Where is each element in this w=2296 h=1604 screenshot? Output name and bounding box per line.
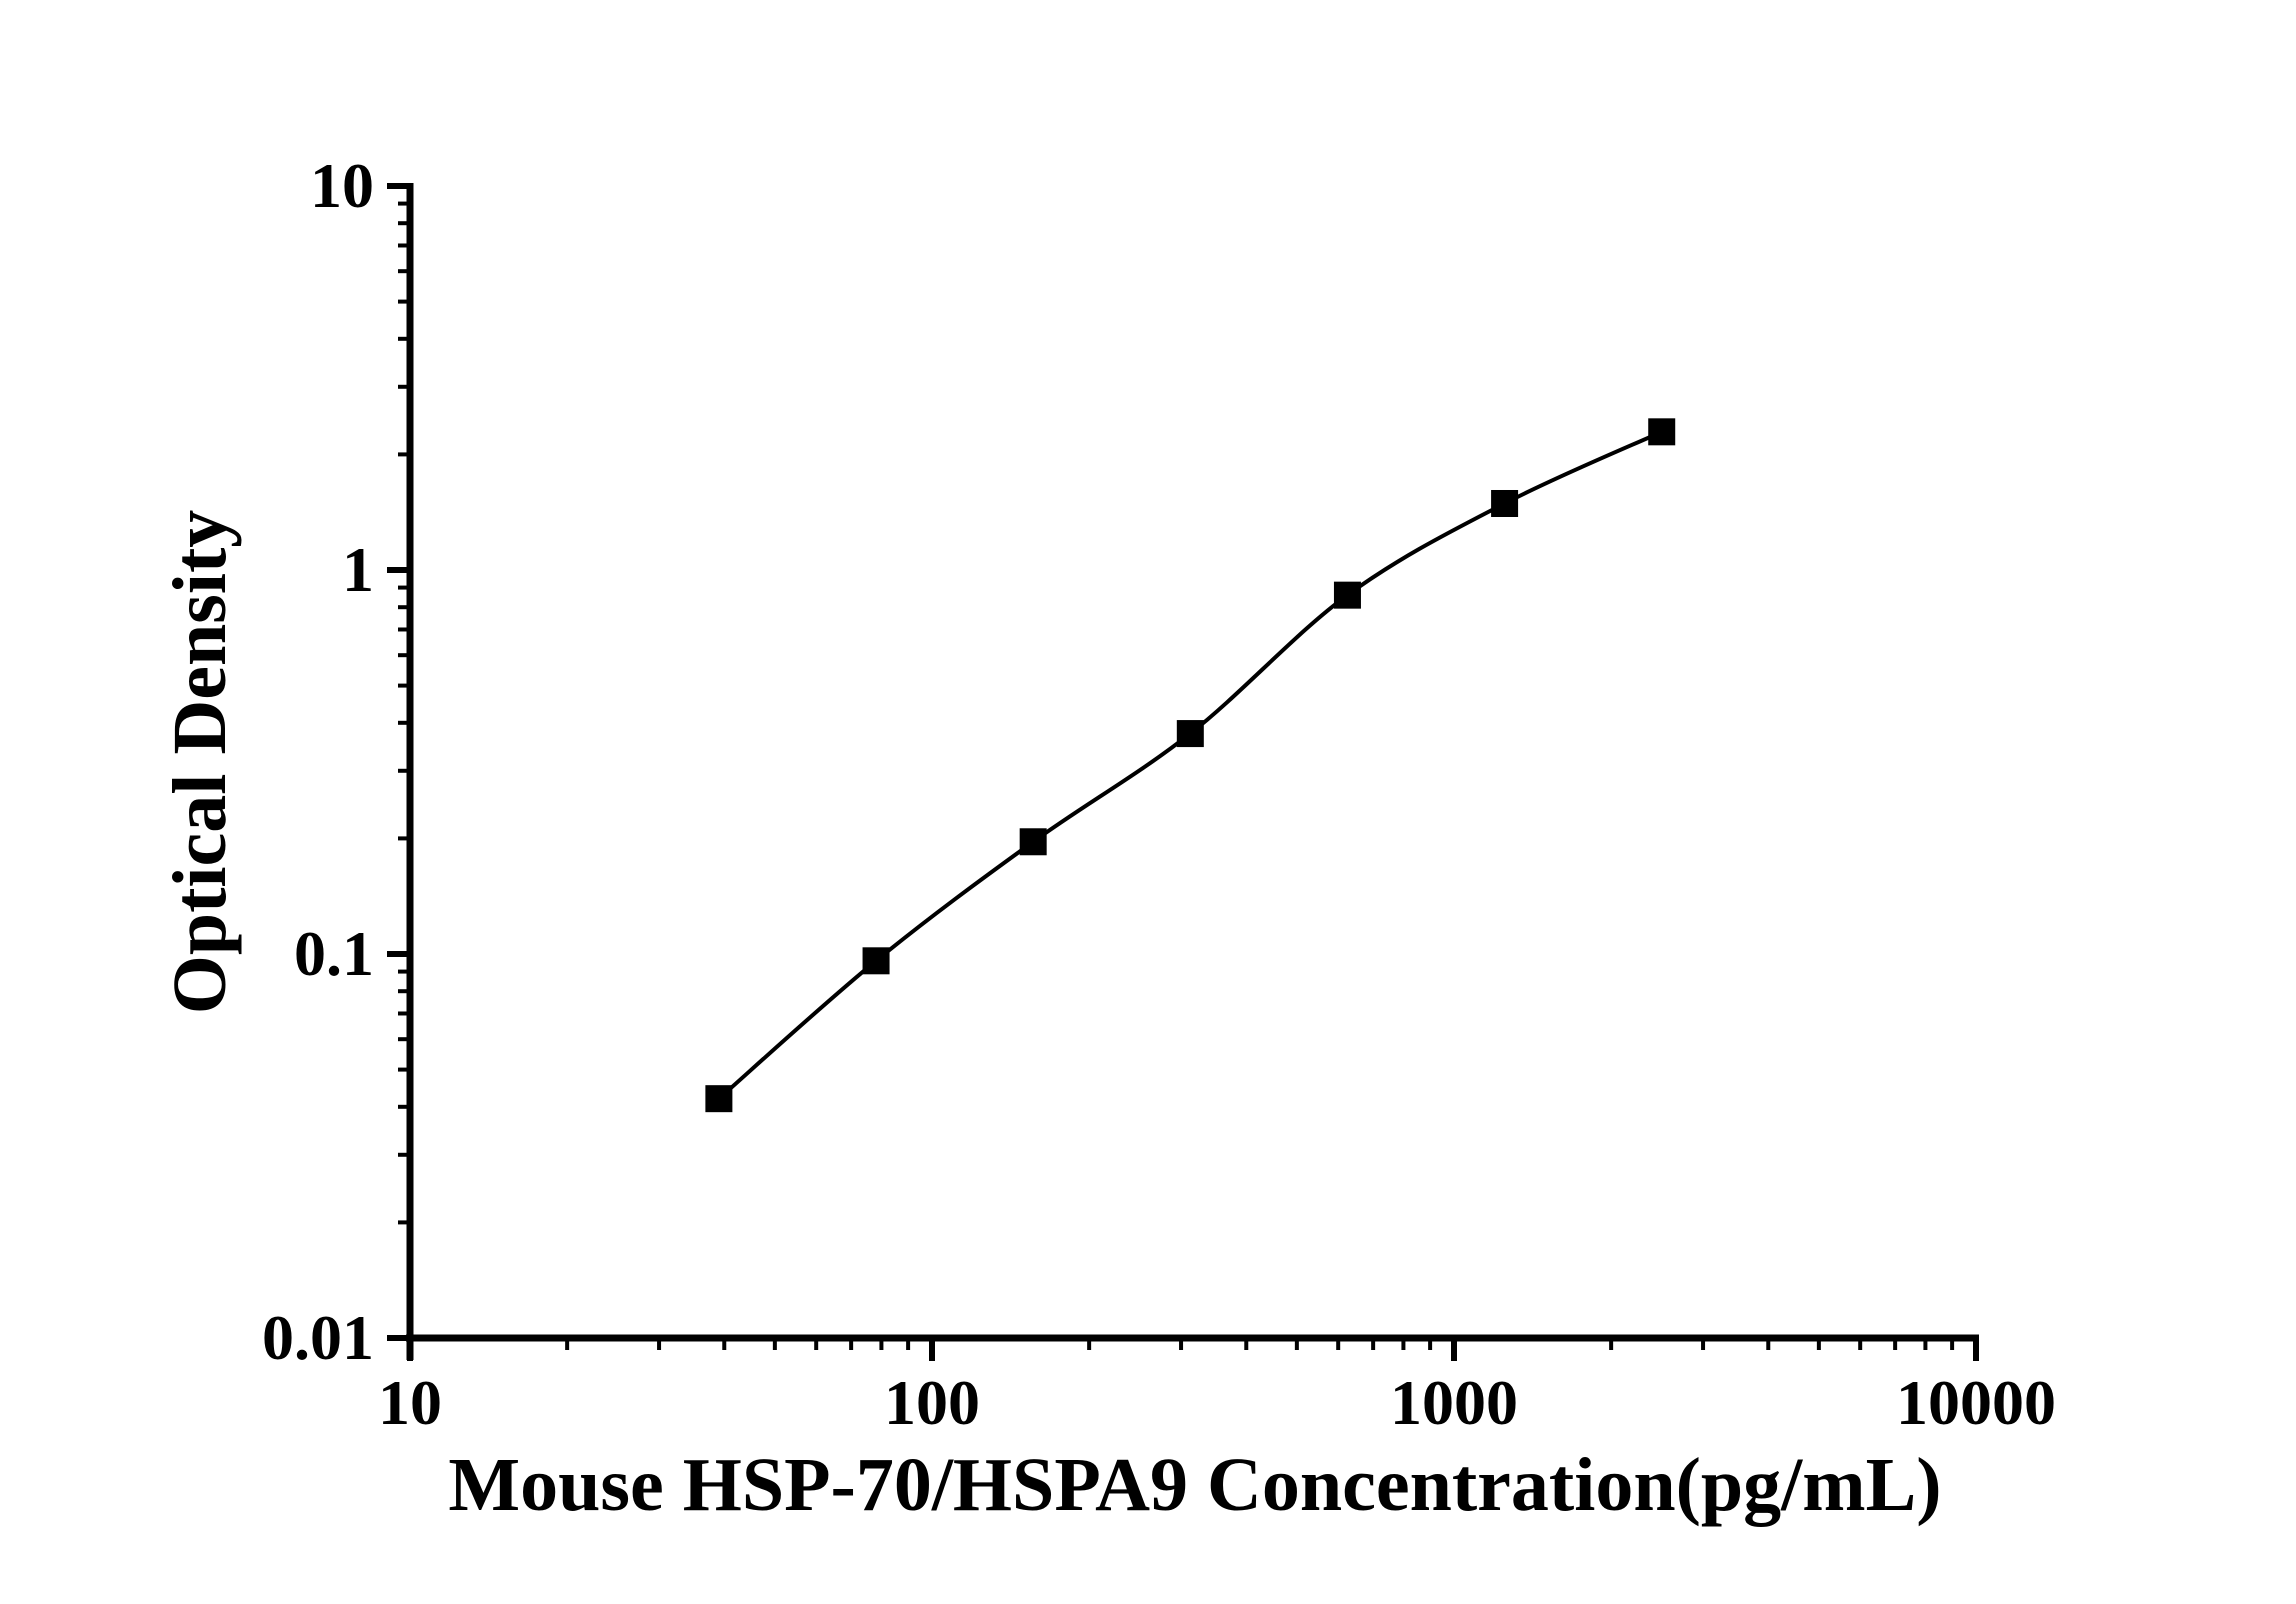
x-tick-label: 10 <box>378 1367 442 1438</box>
x-tick-label: 1000 <box>1390 1367 1518 1438</box>
data-point-marker <box>705 1085 733 1113</box>
x-tick-label: 100 <box>884 1367 980 1438</box>
tick-labels-group: 10 100 1000 10000 10 1 0.1 0.01 <box>262 150 2056 1438</box>
axes-group <box>406 183 1979 1360</box>
y-axis-title: Optical Density <box>158 510 242 1015</box>
data-point-marker <box>862 947 890 975</box>
series-group <box>705 418 1676 1113</box>
data-point-marker <box>1491 489 1519 517</box>
x-tick-label: 10000 <box>1896 1367 2056 1438</box>
y-tick-label: 0.01 <box>262 1302 374 1373</box>
data-point-marker <box>1648 418 1676 446</box>
x-axis-title: Mouse HSP-70/HSPA9 Concentration(pg/mL) <box>448 1443 1941 1527</box>
ticks-group <box>387 183 1979 1361</box>
data-point-marker <box>1333 581 1361 609</box>
data-point-marker <box>1019 828 1047 856</box>
data-point-marker <box>1176 720 1204 748</box>
y-tick-label: 10 <box>310 150 374 221</box>
standard-curve-line <box>717 430 1663 1101</box>
y-tick-label: 0.1 <box>294 918 374 989</box>
y-tick-label: 1 <box>342 534 374 605</box>
